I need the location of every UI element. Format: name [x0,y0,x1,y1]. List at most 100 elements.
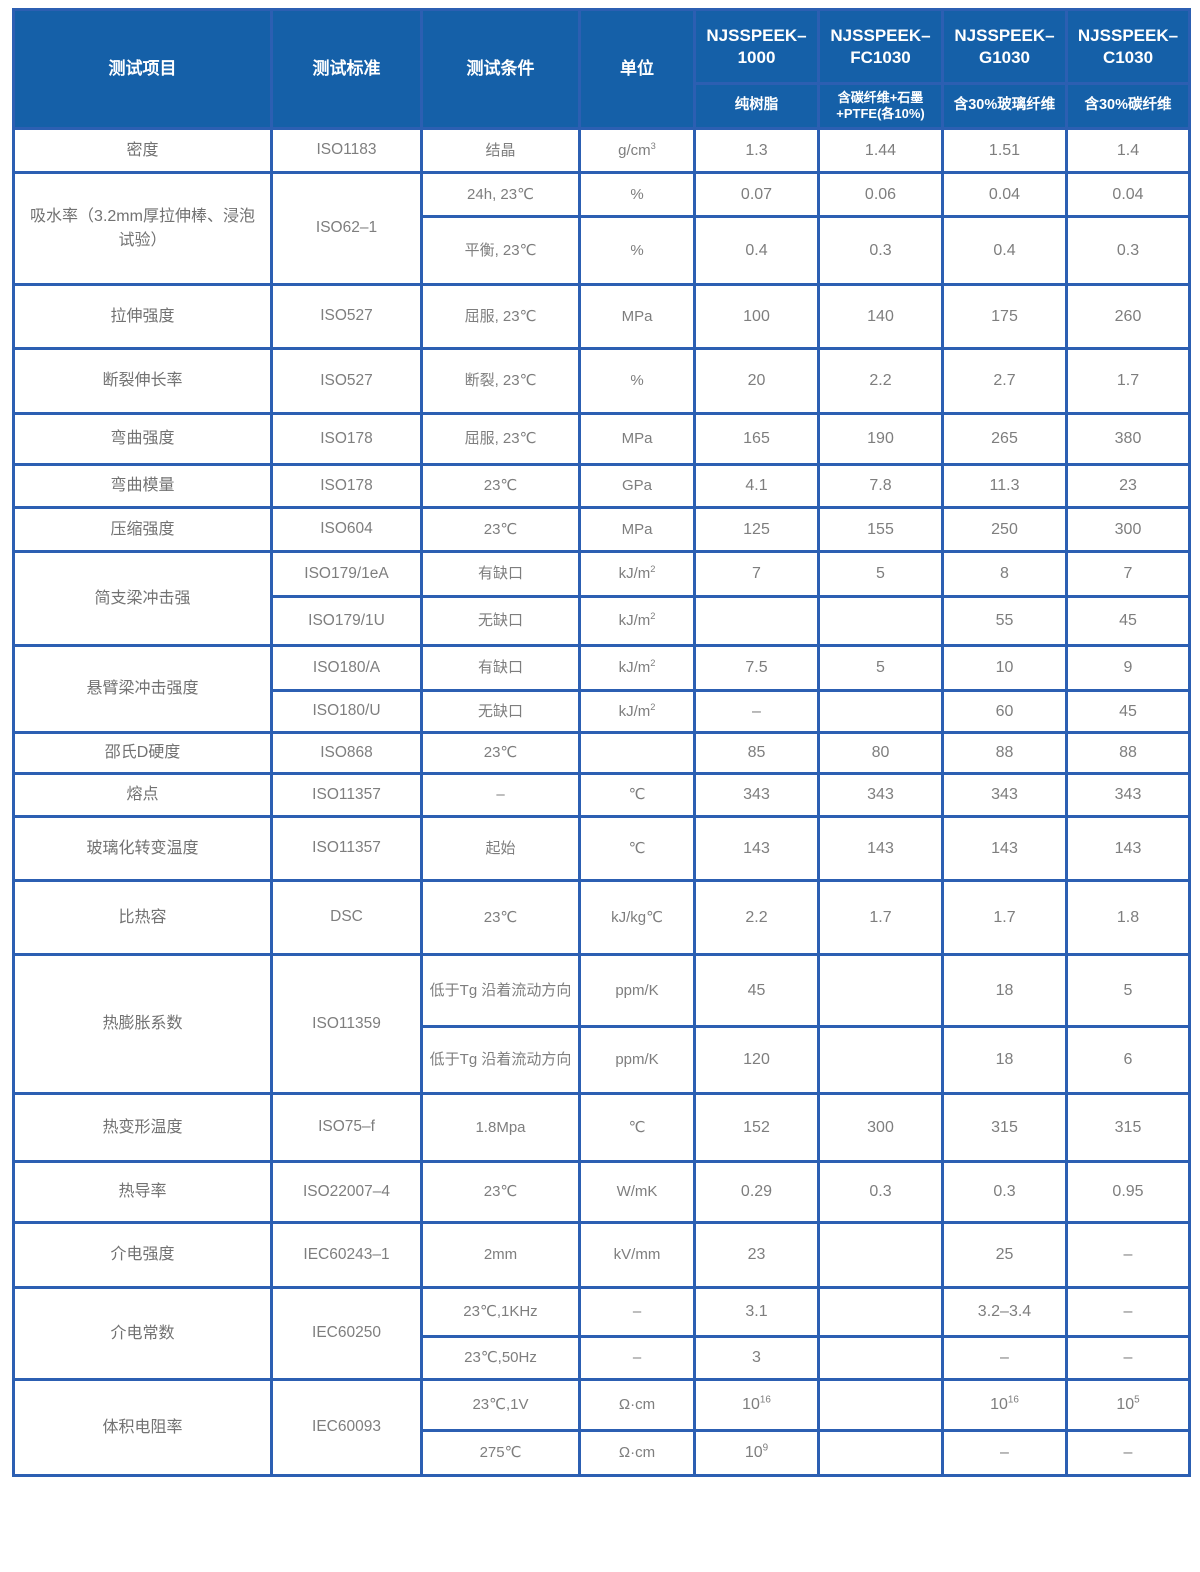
cell-condition: 断裂, 23℃ [420,347,581,415]
peek-material-datasheet-table: 测试项目 测试标准 测试条件 单位 NJSSPEEK–1000 NJSSPEEK–FC10… [12,8,1191,1477]
cell-standard: ISO179/1eA [270,550,423,598]
cell-value: 120 [693,1025,820,1095]
cell-value: 0.95 [1065,1160,1191,1224]
cell-value: 0.4 [693,215,820,286]
cell-value: 315 [1065,1092,1191,1163]
cell-condition: 2mm [420,1221,581,1289]
cell-value: 0.3 [817,1160,944,1224]
cell-value: 9 [1065,644,1191,692]
cell-unit: % [578,347,696,415]
cell-condition: 23℃ [420,879,581,956]
product-description-header: 含碳纤维+石墨+PTFE(各10%) [817,82,944,130]
table-row: 断裂伸长率 ISO527 断裂, 23℃% 20 2.2 2.7 1.7 [12,347,1191,415]
cell-value: – [693,689,820,734]
cell-value: 175 [941,283,1068,350]
page-wrapper: 测试项目 测试标准 测试条件 单位 NJSSPEEK–1000 NJSSPEEK–FC10… [12,8,1191,1477]
cell-value: 23 [693,1221,820,1289]
table-row: 低于Tg 沿着流动方向 ppm/K 120 18 6 [14,1025,1191,1095]
cell-unit: kJ/m2 [578,689,696,734]
cell-value: 315 [941,1092,1068,1163]
cell-value: 45 [693,953,820,1028]
table-row: 简支梁冲击强 ISO179/1eA 有缺口 kJ/m2 7 5 8 7 [12,550,1191,647]
cell-value: 0.4 [941,215,1068,286]
cell-value: 18 [941,1025,1068,1095]
cell-value: 0.29 [693,1160,820,1224]
table-row: ISO180/U 无缺口 kJ/m2– 60 45 [14,689,1191,734]
cell-value: 1.7 [941,879,1068,956]
cell-test-item: 体积电阻率 [12,1378,273,1477]
table-row: 熔点 ISO11357– ℃ 343 343 343 343 [12,772,1191,818]
cell-unit: kV/mm [578,1221,696,1289]
cell-value: 155 [817,506,944,553]
cell-value: 300 [1065,506,1191,553]
column-header: 测试项目 [12,8,273,130]
cell-standard: ISO868 [270,731,423,775]
cell-value: 2.7 [941,347,1068,415]
cell-unit: Ω·cm [578,1429,696,1477]
table-row: 弯曲模量 ISO178 23℃ GPa 4.1 7.8 11.3 23 [12,463,1191,509]
cell-value: 143 [1065,815,1191,882]
cell-value: 140 [817,283,944,350]
cell-condition: 23℃,50Hz [420,1335,581,1381]
cell-value: 0.3 [1065,215,1191,286]
cell-unit: ppm/K [578,953,696,1028]
table-row: 275℃ Ω·cm 109 – – [14,1429,1191,1477]
cell-standard: IEC60250 [270,1286,423,1381]
cell-value: 5 [817,644,944,692]
cell-condition: 无缺口 [420,595,581,647]
cell-value: 7 [693,550,820,598]
cell-value [817,1221,944,1289]
cell-standard: ISO11357 [270,772,423,818]
cell-condition: – [420,772,581,818]
cell-test-item: 弯曲模量 [12,463,273,509]
cell-standard: IEC60093 [270,1378,423,1477]
cell-test-item: 弯曲强度 [12,412,273,466]
table-header: 测试项目 测试标准 测试条件 单位 NJSSPEEK–1000 NJSSPEEK–FC10… [12,8,1191,130]
cell-value: 143 [693,815,820,882]
cell-standard: ISO180/U [270,689,423,734]
cell-value: – [941,1429,1068,1477]
cell-condition: 23℃,1KHz [420,1286,581,1338]
cell-unit: ℃ [578,772,696,818]
cell-value: – [1065,1221,1191,1289]
cell-value [817,1429,944,1477]
cell-unit: Ω·cm [578,1378,696,1432]
cell-unit: W/mK [578,1160,696,1224]
cell-value: 11.3 [941,463,1068,509]
cell-test-item: 断裂伸长率 [12,347,273,415]
cell-value: 3 [693,1335,820,1381]
cell-value: 1.7 [817,879,944,956]
cell-condition: 起始 [420,815,581,882]
cell-value: 7.5 [693,644,820,692]
cell-value: 0.07 [693,171,820,218]
cell-test-item: 热膨胀系数 [12,953,273,1095]
cell-value: 5 [817,550,944,598]
cell-condition: 23℃ [420,731,581,775]
cell-value [817,689,944,734]
cell-test-item: 密度 [12,127,273,174]
cell-standard: ISO62–1 [270,171,423,286]
cell-unit: – [578,1286,696,1338]
cell-value: 7.8 [817,463,944,509]
cell-value: 0.04 [1065,171,1191,218]
cell-value: 1.51 [941,127,1068,174]
cell-unit: kJ/m2 [578,595,696,647]
cell-standard: ISO179/1U [270,595,423,647]
cell-unit: MPa [578,283,696,350]
cell-test-item: 介电常数 [12,1286,273,1381]
cell-condition: 低于Tg 沿着流动方向 [420,1025,581,1095]
table-row: 热膨胀系数 ISO11359 低于Tg 沿着流动方向 ppm/K 45 18 5 [12,953,1191,1095]
cell-value: 152 [693,1092,820,1163]
cell-value [817,595,944,647]
cell-test-item: 压缩强度 [12,506,273,553]
product-model-header: NJSSPEEK–C1030 [1065,8,1191,85]
cell-value [817,1025,944,1095]
cell-standard: ISO527 [270,283,423,350]
cell-value: – [1065,1335,1191,1381]
cell-standard: ISO180/A [270,644,423,692]
cell-value: 0.04 [941,171,1068,218]
cell-value: 1.8 [1065,879,1191,956]
cell-unit: kJ/kg℃ [578,879,696,956]
cell-value: 1.44 [817,127,944,174]
cell-value: 105 [1065,1378,1191,1432]
